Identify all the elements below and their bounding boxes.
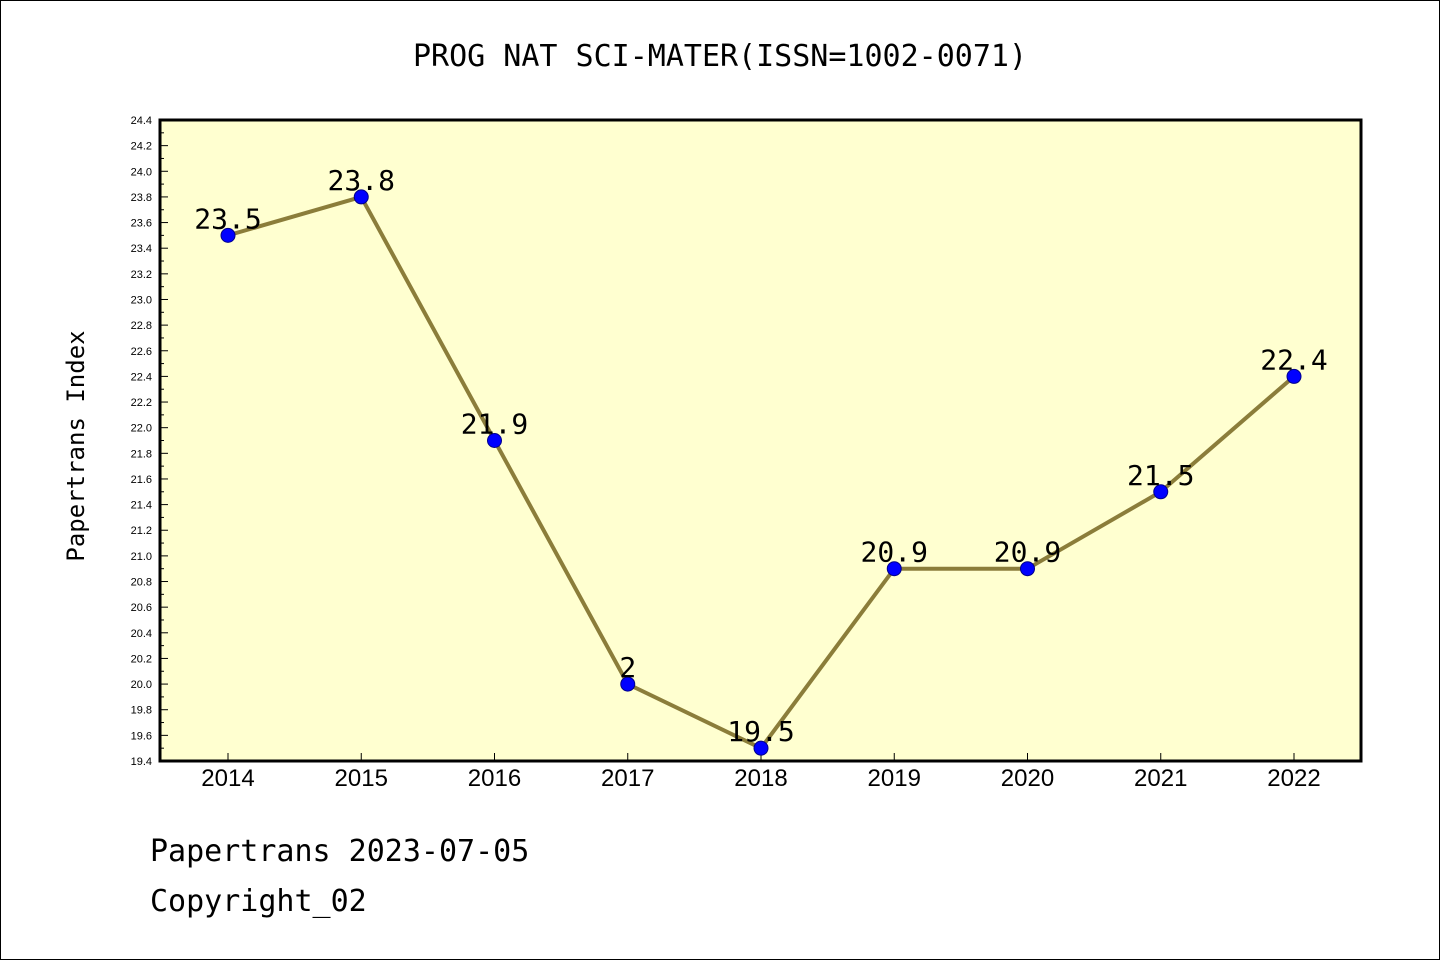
y-tick-label: 24.4 <box>131 115 152 127</box>
y-tick-label: 20.2 <box>131 653 152 665</box>
data-point <box>1153 484 1169 500</box>
chart-title: PROG NAT SCI-MATER(ISSN=1002-0071) <box>413 39 1027 74</box>
y-tick-label: 23.6 <box>131 218 152 230</box>
data-label: 19.5 <box>727 715 794 748</box>
x-tick-label: 2021 <box>1134 765 1187 792</box>
y-tick-label: 21.4 <box>131 500 152 512</box>
plot-border <box>158 118 1363 763</box>
data-point <box>353 189 369 205</box>
x-tick-label: 2016 <box>468 765 521 792</box>
data-label: 23.8 <box>328 164 395 197</box>
data-label: 22.4 <box>1260 343 1327 376</box>
data-point <box>753 740 769 756</box>
data-point <box>620 676 636 692</box>
data-label: 21.9 <box>461 408 528 441</box>
data-label: 2 <box>619 651 636 684</box>
y-tick-label: 22.0 <box>131 423 152 435</box>
y-tick-label: 23.2 <box>131 269 152 281</box>
y-tick-label: 20.6 <box>131 602 152 614</box>
y-tick-label: 22.4 <box>131 371 152 383</box>
y-tick-label: 19.4 <box>131 756 152 768</box>
footer-copyright: Copyright_02 <box>150 884 367 919</box>
data-point <box>886 561 902 577</box>
data-point <box>487 433 502 448</box>
y-tick-label: 23.4 <box>131 243 152 255</box>
y-tick-label: 19.6 <box>131 730 152 742</box>
x-tick-label: 2014 <box>201 765 254 792</box>
x-tick-label: 2022 <box>1267 765 1320 792</box>
y-tick-label: 19.8 <box>131 705 152 717</box>
data-label: 21.5 <box>1127 459 1194 492</box>
x-tick-label: 2017 <box>601 765 654 792</box>
data-point <box>1020 561 1035 577</box>
y-tick-label: 23.8 <box>131 192 152 204</box>
y-tick-label: 23.0 <box>131 294 152 306</box>
y-tick-label: 20.4 <box>131 628 152 640</box>
y-tick-label: 22.6 <box>131 346 152 358</box>
y-axis-label: Papertrans Index <box>62 330 90 561</box>
y-tick-label: 22.2 <box>131 397 152 409</box>
data-label: 23.5 <box>194 202 261 235</box>
x-tick-label: 2020 <box>1001 765 1054 792</box>
y-tick-label: 21.6 <box>131 474 152 486</box>
y-tick-label: 22.8 <box>131 320 152 332</box>
data-point <box>220 227 236 243</box>
y-tick-label: 24.2 <box>131 141 152 153</box>
y-tick-label: 21.0 <box>131 551 152 563</box>
x-tick-label: 2019 <box>868 765 921 792</box>
y-tick-label: 21.2 <box>131 525 152 537</box>
y-tick-label: 21.8 <box>131 448 152 460</box>
y-tick-label: 20.8 <box>131 577 152 589</box>
y-tick-label: 20.0 <box>131 679 152 691</box>
data-point <box>1286 368 1302 384</box>
series <box>220 189 1302 756</box>
footer-date: Papertrans 2023-07-05 <box>150 834 530 869</box>
x-tick-label: 2018 <box>734 765 787 792</box>
y-tick-label: 24.0 <box>131 166 152 178</box>
plot-area <box>160 120 1361 761</box>
data-labels: 23.5 23.8 21.9 2 19.5 20.9 20.9 21.5 22.4 <box>194 164 1327 748</box>
data-label: 20.9 <box>861 536 928 569</box>
x-axis: 2014 2015 2016 2017 2018 2019 2020 2021 2022 <box>201 753 1321 792</box>
data-label: 20.9 <box>994 536 1061 569</box>
x-tick-label: 2015 <box>335 765 388 792</box>
